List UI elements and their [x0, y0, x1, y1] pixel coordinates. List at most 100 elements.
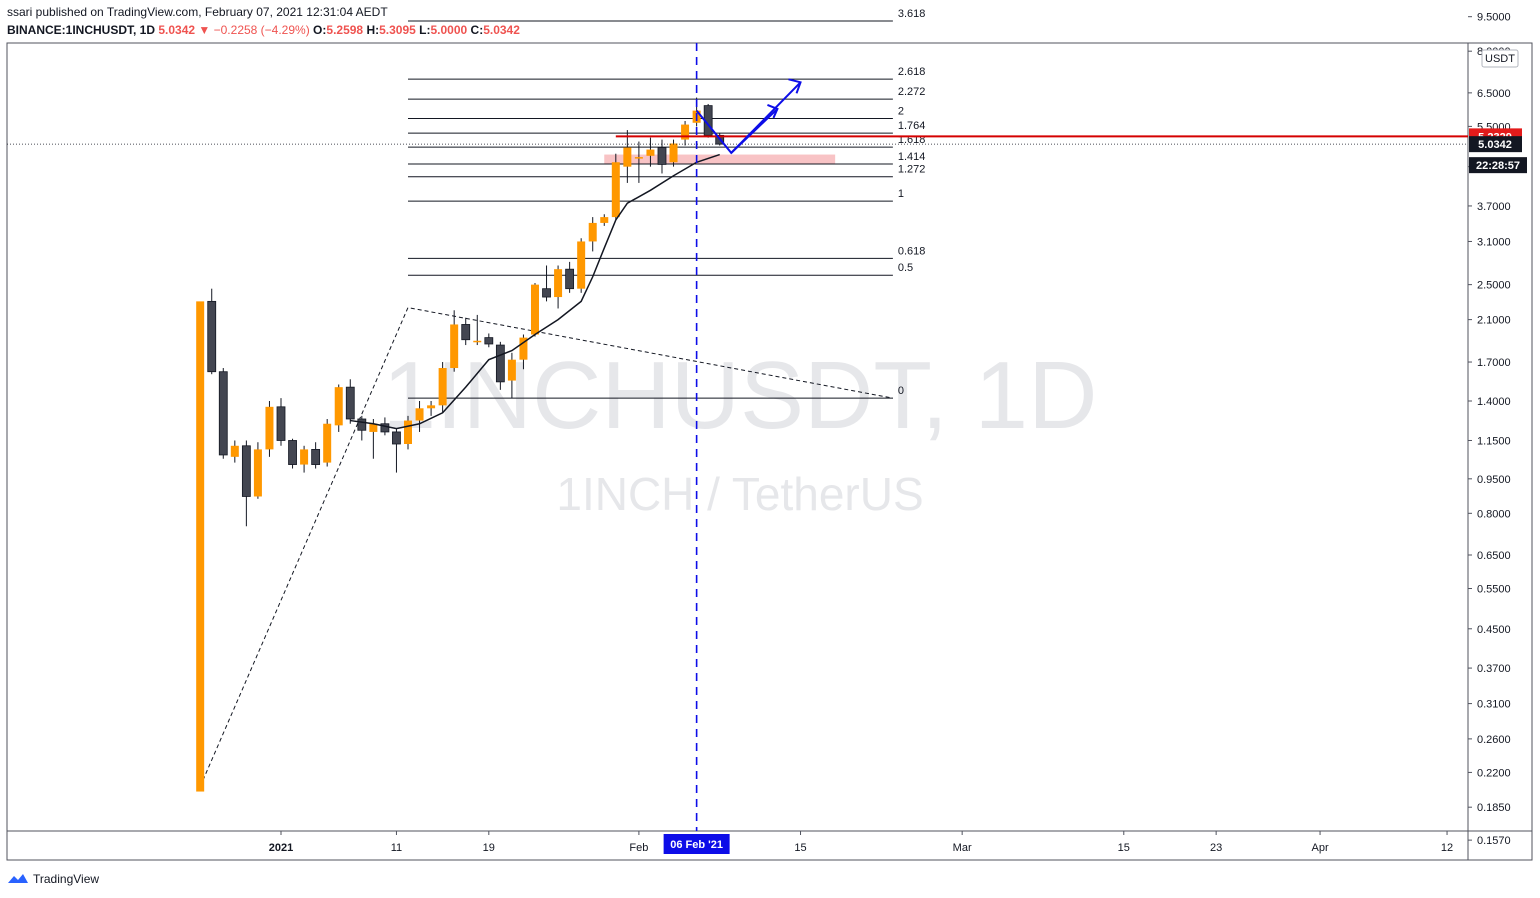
fib-level-label: 1.272	[898, 164, 926, 176]
symbol-ohlc-line: BINANCE:1INCHUSDT, 1D 5.0342 ▼ −0.2258 (…	[7, 23, 520, 37]
last-price-label: 5.0342	[1478, 139, 1512, 151]
candle-body[interactable]	[253, 449, 262, 497]
candle-body[interactable]	[542, 288, 551, 298]
high-value: 5.3095	[379, 23, 416, 37]
candle-body[interactable]	[276, 406, 286, 441]
candle-body[interactable]	[577, 241, 586, 289]
candle-body[interactable]	[300, 449, 309, 465]
candle-body[interactable]	[380, 423, 390, 433]
y-tick-label: 0.3100	[1477, 699, 1511, 711]
y-tick-label: 0.2600	[1477, 734, 1511, 746]
y-tick-label: 0.9500	[1477, 474, 1511, 486]
candle-body[interactable]	[461, 324, 471, 341]
x-tick-label: 19	[483, 842, 495, 854]
candle-body[interactable]	[230, 445, 239, 457]
candle-body[interactable]	[495, 344, 505, 383]
support-zone[interactable]	[604, 154, 836, 165]
footer-brand[interactable]: TradingView	[7, 872, 99, 886]
candle-body[interactable]	[681, 124, 690, 140]
candle-body[interactable]	[427, 405, 436, 409]
candle-body[interactable]	[369, 423, 378, 432]
x-tick-label: 23	[1210, 842, 1222, 854]
candle-body[interactable]	[241, 445, 251, 497]
y-tick-label: 1.4000	[1477, 396, 1511, 408]
price-change-value: −0.2258 (−4.29%)	[213, 23, 310, 37]
candle-body[interactable]	[196, 301, 205, 792]
candle-body[interactable]	[484, 337, 494, 345]
fib-level-label: 1.764	[898, 120, 926, 132]
candle-body[interactable]	[530, 284, 539, 335]
publish-info: ssari published on TradingView.com, Febr…	[7, 5, 388, 19]
fib-level-label: 2.618	[898, 66, 926, 78]
candle-body[interactable]	[265, 406, 274, 450]
y-tick-label: 0.3700	[1477, 663, 1511, 675]
candle-body[interactable]	[450, 324, 459, 369]
x-tick-label: 15	[794, 842, 806, 854]
candle-body[interactable]	[207, 300, 217, 373]
currency-box[interactable]	[1481, 49, 1519, 68]
candle-body[interactable]	[473, 340, 482, 343]
candle-body[interactable]	[669, 143, 678, 163]
candle-body[interactable]	[357, 418, 367, 431]
fib-level-label: 0.5	[898, 262, 913, 274]
candle-body[interactable]	[345, 386, 355, 420]
candle-body[interactable]	[415, 408, 424, 421]
y-tick-label: 6.5000	[1477, 88, 1511, 100]
candle-body[interactable]	[311, 449, 321, 465]
y-tick-label: 0.1850	[1477, 802, 1511, 814]
candle-body[interactable]	[588, 222, 597, 242]
fib-level-label: 1.414	[898, 151, 926, 163]
candle-body[interactable]	[438, 368, 447, 406]
x-tick-label: Mar	[953, 842, 972, 854]
y-tick-label: 1.1500	[1477, 435, 1511, 447]
x-tick-label: 11	[391, 842, 402, 854]
candle-body[interactable]	[600, 217, 609, 223]
projection-arrowhead	[788, 78, 802, 94]
candle-body[interactable]	[634, 157, 643, 159]
candle-body[interactable]	[623, 147, 632, 167]
candle-body[interactable]	[657, 147, 667, 165]
candle-body[interactable]	[611, 162, 620, 218]
y-tick-label: 0.1570	[1477, 835, 1511, 847]
y-tick-label: 2.5000	[1477, 280, 1511, 292]
y-tick-label: 0.8000	[1477, 508, 1511, 520]
candle-body[interactable]	[323, 423, 332, 463]
candle-body[interactable]	[334, 387, 343, 426]
x-tick-label: 15	[1118, 842, 1130, 854]
candle-body[interactable]	[392, 431, 401, 445]
y-tick-label: 0.5500	[1477, 584, 1511, 596]
low-label: L:	[419, 23, 431, 37]
candle-body[interactable]	[288, 440, 297, 465]
date-marker-tag	[663, 834, 730, 854]
candle-body[interactable]	[554, 269, 563, 298]
countdown-label: 22:28:57	[1476, 160, 1520, 172]
last-price: 5.0342	[158, 23, 196, 37]
tradingview-logo-icon	[8, 874, 28, 883]
y-tick-label: 2.1000	[1477, 315, 1511, 327]
open-value: 5.2598	[326, 23, 364, 37]
y-tick-label: 0.4500	[1477, 624, 1511, 636]
moving-average-line[interactable]	[350, 153, 720, 430]
price-change: ▼ −0.2258 (−4.29%)	[198, 23, 310, 37]
fib-level-label: 2.272	[898, 86, 926, 98]
projection-arrowhead	[767, 103, 779, 119]
currency-label: USDT	[1485, 53, 1515, 65]
y-tick-label: 1.7000	[1477, 357, 1511, 369]
x-tick-label: Feb	[629, 842, 648, 854]
projection-arrow[interactable]	[730, 81, 802, 154]
y-tick-label: 9.5000	[1477, 12, 1511, 24]
symbol-label: BINANCE:1INCHUSDT, 1D	[7, 23, 156, 37]
date-marker-label: 06 Feb '21	[670, 839, 723, 851]
candle-body[interactable]	[565, 268, 575, 290]
candle-body[interactable]	[507, 359, 516, 381]
y-tick-label: 3.1000	[1477, 236, 1511, 248]
candle-body[interactable]	[646, 149, 655, 156]
candle-body[interactable]	[403, 420, 412, 445]
footer-brand-label: TradingView	[33, 872, 100, 886]
high-label: H:	[366, 23, 380, 37]
candle-body[interactable]	[218, 371, 228, 456]
close-label: C:	[470, 23, 484, 37]
candle-body[interactable]	[519, 337, 528, 360]
fib-level-label: 0.618	[898, 245, 926, 257]
